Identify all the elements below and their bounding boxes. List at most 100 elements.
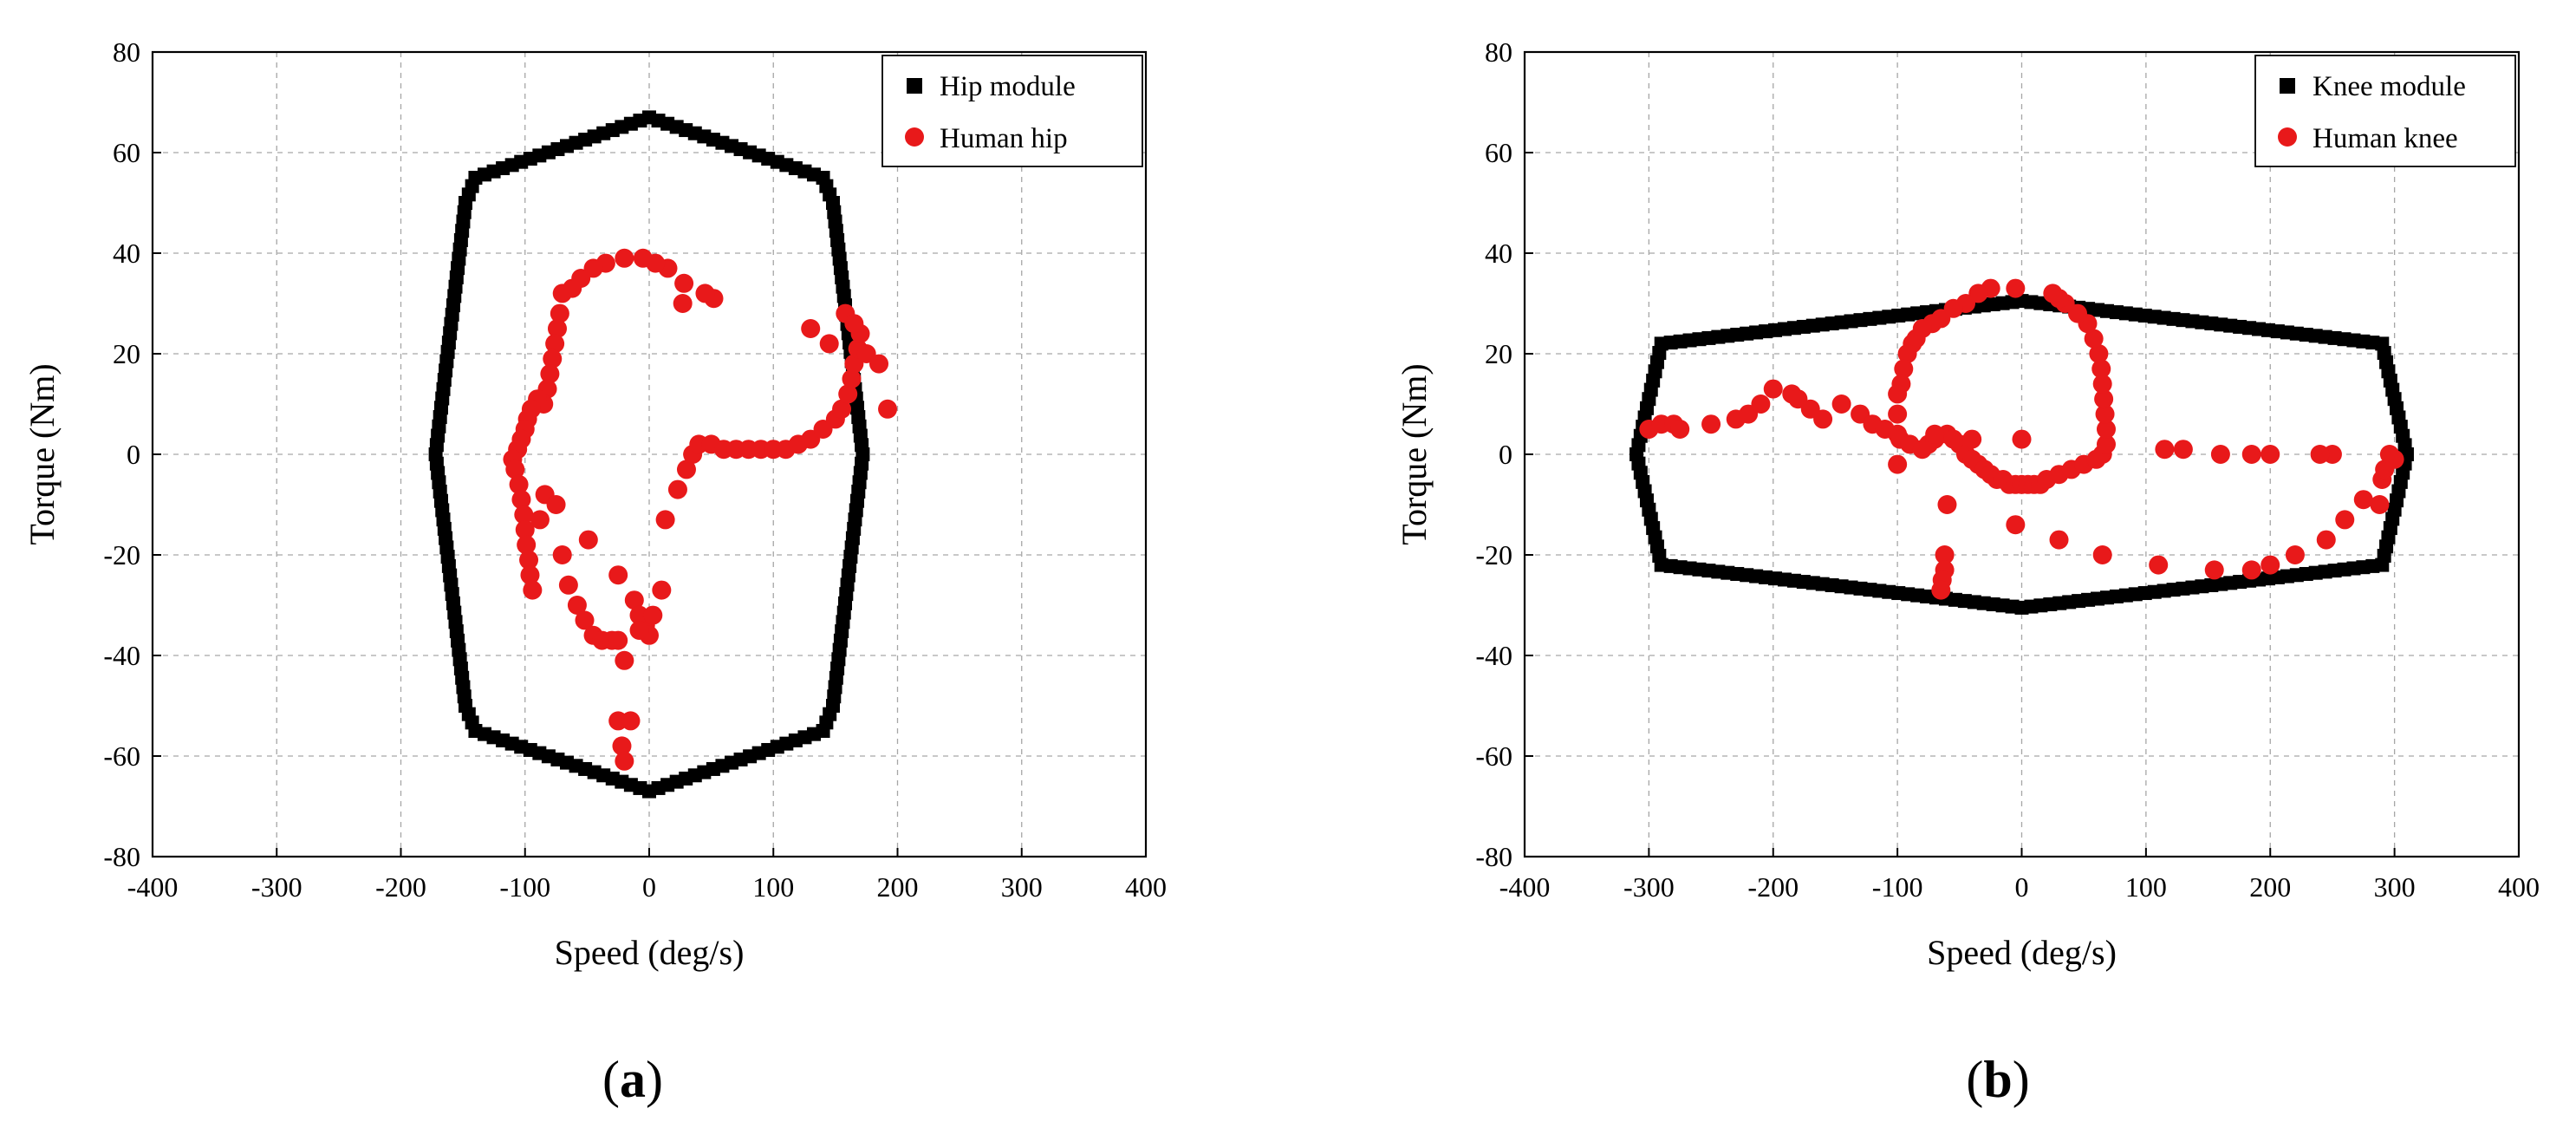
human-point: [695, 284, 715, 303]
human-point: [842, 369, 862, 388]
axis-ticks: -400 -300 -200 -100 0 100 200 300 400-80-60-40-2…: [103, 36, 1167, 903]
human-point: [2089, 344, 2109, 363]
human-point: [519, 550, 539, 570]
x-tick-label: -100: [1872, 871, 1923, 903]
legend-label-hip-module: Hip module: [940, 71, 1076, 102]
x-tick-label: 300: [2374, 871, 2416, 903]
human-point: [2241, 445, 2261, 464]
human-point: [838, 384, 858, 404]
x-tick-label: 0: [642, 871, 656, 903]
human-point: [629, 621, 649, 640]
human-point: [2049, 530, 2069, 550]
data-marks: [428, 110, 898, 799]
y-tick-label: 20: [1485, 338, 1512, 369]
human-point: [2012, 429, 2032, 449]
x-tick-label: -300: [1623, 871, 1675, 903]
human-point: [575, 610, 595, 630]
human-point: [2094, 389, 2114, 409]
x-tick-label: 200: [877, 871, 919, 903]
panel-label-close: ): [2013, 1051, 2030, 1108]
legend-box: [881, 55, 1143, 167]
panel-label-open: (: [602, 1051, 620, 1108]
human-point: [2261, 445, 2280, 464]
human-point: [530, 510, 550, 530]
human-point: [515, 520, 535, 539]
human-point: [2353, 490, 2373, 510]
human-point: [1670, 420, 1690, 439]
human-point: [676, 460, 696, 479]
x-tick-label: -400: [127, 871, 179, 903]
panel-label-open: (: [1966, 1051, 1983, 1108]
human-point: [655, 510, 675, 530]
legend-marker-hip-module: [907, 78, 922, 94]
human-point: [2091, 359, 2111, 379]
human-point: [2261, 555, 2280, 575]
x-tick-label: 400: [1125, 871, 1167, 903]
human-point: [1813, 409, 1833, 429]
y-tick-label: -20: [1475, 539, 1512, 571]
human-point: [545, 334, 565, 354]
human-point: [674, 273, 694, 293]
x-tick-label: -100: [499, 871, 550, 903]
legend-label-human-hip: Human hip: [940, 123, 1068, 154]
panel-label-letter: b: [1983, 1051, 2012, 1108]
human-point: [2173, 440, 2193, 460]
human-point: [1931, 580, 1951, 600]
human-point: [2310, 445, 2330, 464]
y-tick-label: -60: [103, 740, 140, 772]
human-point: [2092, 545, 2112, 564]
human-point: [615, 751, 634, 771]
y-tick-label: 60: [113, 137, 140, 168]
y-tick-label: -20: [103, 539, 140, 571]
y-tick-label: 0: [127, 439, 140, 470]
y-tick-label: 40: [113, 238, 140, 269]
panel-a-chart: -400 -300 -200 -100 0 100 200 300 400-80-60-40-2…: [23, 36, 1167, 1108]
panel-b-chart: -400 -300 -200 -100 0 100 200 300 400-80-60-40-2…: [1395, 36, 2540, 1108]
x-tick-label: 100: [2125, 871, 2167, 903]
legend-label-human-knee: Human knee: [2313, 123, 2458, 154]
human-point: [558, 575, 578, 595]
human-point: [652, 580, 672, 600]
module-point: [633, 114, 647, 128]
x-tick-label: 300: [1001, 871, 1043, 903]
y-axis-title: Torque (Nm): [23, 363, 62, 544]
x-axis-title: Speed (deg/s): [1927, 933, 2117, 972]
human-point: [624, 590, 644, 610]
human-point: [2155, 440, 2175, 460]
human-point: [2095, 404, 2115, 424]
y-tick-label: 0: [1499, 439, 1512, 470]
grid-layer: [153, 52, 1146, 857]
x-tick-label: -200: [375, 871, 426, 903]
y-axis-title: Torque (Nm): [1395, 363, 1434, 544]
human-point: [633, 248, 653, 268]
human-point: [517, 535, 537, 555]
y-tick-label: -80: [103, 841, 140, 872]
human-point: [612, 736, 632, 756]
y-tick-label: -40: [1475, 640, 1512, 671]
human-point: [1962, 429, 1982, 449]
panel-label-close: ): [646, 1051, 663, 1108]
legend: Hip module Human hip: [881, 55, 1143, 167]
x-tick-label: -400: [1499, 871, 1551, 903]
human-point: [2006, 278, 2026, 298]
x-tick-label: -300: [251, 871, 302, 903]
human-point: [819, 334, 839, 354]
legend-label-knee-module: Knee module: [2313, 71, 2466, 102]
y-tick-label: -80: [1475, 841, 1512, 872]
human-point: [844, 314, 864, 334]
x-tick-label: -200: [1747, 871, 1799, 903]
human-point: [578, 530, 598, 550]
human-point: [552, 545, 572, 564]
human-point: [514, 505, 534, 525]
human-point: [547, 319, 567, 338]
human-point: [2204, 560, 2224, 580]
x-tick-label: 100: [752, 871, 794, 903]
human-point: [509, 474, 529, 494]
human-point: [673, 294, 693, 313]
human-point: [608, 630, 628, 650]
human-point: [1763, 379, 1783, 399]
human-point: [2096, 420, 2116, 439]
human-point: [2006, 515, 2026, 535]
human-point: [1831, 394, 1851, 414]
human-point: [643, 605, 663, 625]
